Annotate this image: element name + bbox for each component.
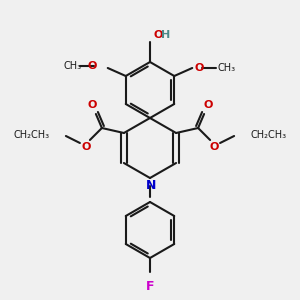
Text: CH₃: CH₃	[64, 61, 82, 71]
Text: O: O	[153, 30, 162, 40]
Text: N: N	[146, 179, 156, 192]
Text: CH₂CH₃: CH₂CH₃	[250, 130, 286, 140]
Text: CH₃: CH₃	[217, 63, 236, 73]
Text: O: O	[209, 142, 219, 152]
Text: CH₂CH₃: CH₂CH₃	[14, 130, 50, 140]
Text: F: F	[146, 280, 154, 293]
Text: O: O	[81, 142, 91, 152]
Text: H: H	[161, 30, 170, 40]
Text: O: O	[203, 100, 213, 110]
Text: O: O	[194, 63, 204, 73]
Text: O: O	[88, 61, 97, 71]
Text: O: O	[87, 100, 97, 110]
